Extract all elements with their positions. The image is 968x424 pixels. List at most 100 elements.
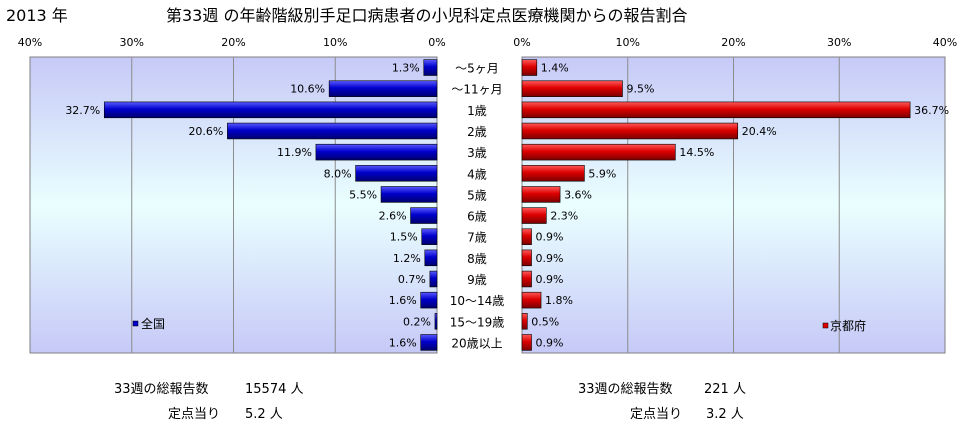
left-bar [227, 122, 438, 140]
left-bar [434, 313, 438, 330]
right-bar [521, 228, 532, 245]
right-data-label: 0.9% [536, 336, 564, 349]
left-data-label: 20.6% [188, 125, 223, 138]
year-label: 2013 年 [6, 6, 68, 25]
right-total-row: 33週の総報告数 221 人 [578, 378, 898, 397]
left-bar [410, 207, 438, 224]
left-plot-area: 40% 30% 20% 10% 0% 1.3% 10.6% 32.7% 20.6% 11.9% 8.… [18, 36, 446, 354]
right-per-row: 定点当り 3.2 人 [630, 403, 830, 422]
category-label: 1歳 [467, 104, 487, 118]
category-label: 8歳 [467, 252, 487, 266]
right-bar [521, 165, 585, 182]
right-bar [521, 80, 623, 97]
category-label: ～11ヶ月 [451, 83, 502, 97]
left-per-row: 定点当り 5.2 人 [168, 403, 368, 422]
right-data-label: 5.9% [588, 167, 616, 180]
left-data-label: 10.6% [290, 83, 325, 96]
left-data-label: 2.6% [379, 210, 407, 223]
right-legend-label: 京都府 [830, 318, 866, 333]
left-data-label: 1.6% [389, 336, 417, 349]
right-bar [521, 334, 532, 351]
right-legend: 京都府 [822, 318, 866, 333]
category-label: 4歳 [467, 167, 487, 181]
left-per-label: 定点当り [168, 407, 221, 422]
right-bar [521, 59, 538, 76]
right-data-label: 1.4% [541, 62, 569, 75]
right-tick-label: 20% [721, 36, 745, 49]
category-label: 9歳 [467, 273, 487, 287]
left-bar [328, 80, 438, 97]
right-data-label: 0.9% [536, 252, 564, 265]
right-data-label: 14.5% [679, 146, 714, 159]
category-label: 7歳 [467, 231, 487, 245]
left-tick-label: 20% [221, 36, 245, 49]
right-plot-area: 0% 10% 20% 30% 40% 1.4% 9.5% 36.7% 20.4% 14.5% 5.9… [513, 36, 957, 354]
left-bar [315, 143, 438, 161]
right-data-label: 1.8% [545, 294, 573, 307]
left-bar [423, 59, 438, 76]
right-tick-label: 30% [827, 36, 851, 49]
category-label: 2歳 [467, 125, 487, 139]
left-bar [420, 334, 438, 351]
left-data-label: 1.2% [393, 252, 421, 265]
category-label: 6歳 [467, 210, 487, 224]
right-total-label: 33週の総報告数 [578, 382, 673, 397]
left-total-row: 33週の総報告数 15574 人 [114, 378, 434, 397]
right-data-label: 0.9% [536, 273, 564, 286]
left-data-label: 1.6% [389, 294, 417, 307]
left-legend-label: 全国 [141, 316, 165, 331]
right-data-label: 3.6% [564, 188, 592, 201]
left-tick-label: 30% [120, 36, 144, 49]
right-tick-label: 10% [616, 36, 640, 49]
category-label: 10～14歳 [450, 294, 505, 308]
left-data-label: 0.7% [398, 273, 426, 286]
left-data-label: 8.0% [324, 167, 352, 180]
category-label: 20歳以上 [451, 336, 502, 350]
right-data-label: 20.4% [742, 125, 777, 138]
right-tick-label: 40% [933, 36, 957, 49]
category-label: 3歳 [467, 146, 487, 160]
right-legend-swatch [822, 322, 829, 329]
right-bar [521, 313, 528, 330]
left-tick-label: 0% [428, 36, 445, 49]
chart-title: 第33週 の年齢階級別手足口病患者の小児科定点医療機関からの報告割合 [166, 6, 688, 25]
right-bar [521, 101, 911, 119]
left-data-label: 11.9% [277, 146, 312, 159]
left-legend-swatch [132, 320, 139, 327]
category-label: 15～19歳 [450, 315, 505, 329]
left-data-label: 1.3% [392, 62, 420, 75]
left-per-value: 5.2 人 [245, 407, 283, 422]
right-data-label: 2.3% [550, 210, 578, 223]
right-bar [521, 207, 547, 224]
right-data-label: 36.7% [914, 104, 949, 117]
left-bar [429, 270, 438, 288]
right-bar [521, 270, 532, 288]
right-bar [521, 291, 542, 309]
right-bar [521, 249, 532, 267]
right-data-label: 9.5% [626, 83, 654, 96]
left-bar [380, 186, 438, 203]
right-per-label: 定点当り [630, 407, 683, 422]
left-tick-label: 10% [323, 36, 347, 49]
category-labels: ～5ヶ月 ～11ヶ月 1歳 2歳 3歳 4歳 5歳 6歳 7歳 8歳 9歳 10～14歳 15～19歳 2… [450, 62, 505, 351]
left-bar [355, 165, 438, 182]
left-bar [103, 101, 438, 119]
left-data-label: 0.2% [403, 315, 431, 328]
right-per-value: 3.2 人 [706, 407, 744, 422]
right-data-label: 0.5% [531, 315, 559, 328]
left-bar [420, 291, 438, 309]
left-data-label: 1.5% [390, 231, 418, 244]
left-bar [424, 249, 438, 267]
left-tick-label: 40% [18, 36, 42, 49]
category-label: 5歳 [467, 188, 487, 202]
left-data-label: 5.5% [349, 188, 377, 201]
right-bar [521, 143, 676, 161]
category-label: ～5ヶ月 [455, 62, 499, 76]
right-bar [521, 186, 561, 203]
right-bar [521, 122, 739, 140]
right-total-value: 221 人 [704, 382, 746, 397]
right-data-label: 0.9% [536, 231, 564, 244]
left-total-label: 33週の総報告数 [114, 382, 209, 397]
left-bar [421, 228, 438, 245]
